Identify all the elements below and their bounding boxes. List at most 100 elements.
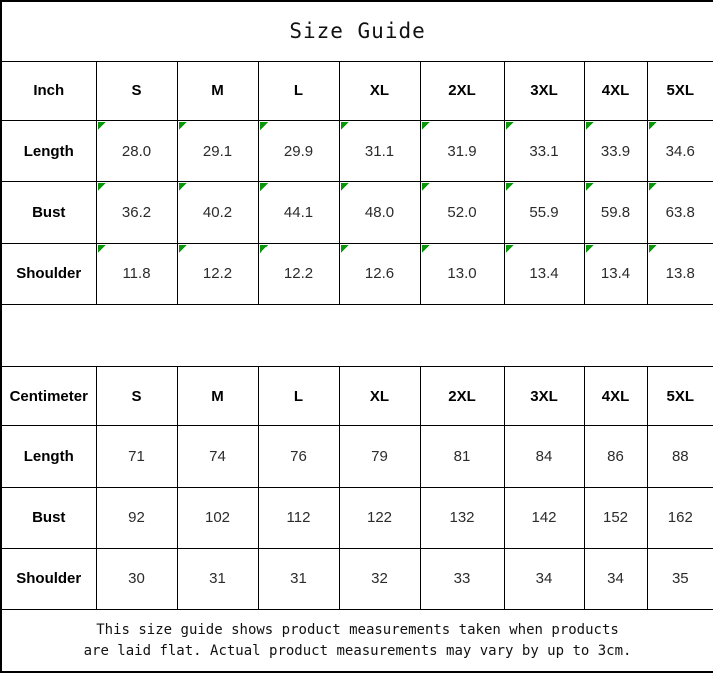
size-value: 48.0 <box>364 203 395 221</box>
cell-error-marker-icon <box>97 122 106 131</box>
size-value-cell: 34 <box>503 547 585 611</box>
size-value: 33.9 <box>600 142 631 160</box>
size-value: 12.6 <box>364 265 395 283</box>
cell-error-marker-icon <box>259 183 268 192</box>
size-value-cell: 31.1 <box>338 120 421 183</box>
cell-error-marker-icon <box>178 183 187 192</box>
size-value-cell: 52.0 <box>419 181 505 244</box>
cell-error-marker-icon <box>585 122 594 131</box>
size-value: 76 <box>290 447 307 465</box>
size-value-cell: 162 <box>646 486 713 549</box>
size-header-2xl: 2XL <box>419 60 505 122</box>
size-header-l: L <box>257 60 340 122</box>
size-value-cell: 81 <box>419 425 505 488</box>
size-value-cell: 71 <box>95 425 178 488</box>
size-value-cell: 92 <box>95 486 178 549</box>
size-value-cell: 31 <box>257 547 340 611</box>
size-value-cell: 59.8 <box>583 181 648 244</box>
size-value: 152 <box>602 509 629 527</box>
size-value: 102 <box>204 509 231 527</box>
size-value: 30 <box>128 570 145 588</box>
size-value: 132 <box>449 509 475 527</box>
size-header-3xl: 3XL <box>503 366 585 427</box>
spacer-row <box>0 303 713 368</box>
size-header-2xl: 2XL <box>419 366 505 427</box>
cm-header-row: Centimeter S M L XL 2XL 3XL 4XL 5XL <box>0 366 713 427</box>
row-label: Length <box>0 425 97 488</box>
size-value-cell: 35 <box>646 547 713 611</box>
size-value-cell: 12.2 <box>257 242 340 305</box>
cell-error-marker-icon <box>340 122 349 131</box>
size-value: 31 <box>209 570 226 588</box>
table-row: Length 28.0 29.1 29.9 31.1 31.9 33.1 33.… <box>0 120 713 183</box>
size-value-cell: 34 <box>583 547 648 611</box>
size-value: 31.1 <box>364 142 395 160</box>
cell-error-marker-icon <box>505 122 514 131</box>
size-value-cell: 48.0 <box>338 181 421 244</box>
size-value: 44.1 <box>283 203 314 221</box>
size-header-xl: XL <box>338 366 421 427</box>
cell-error-marker-icon <box>648 183 657 192</box>
cell-error-marker-icon <box>421 244 430 253</box>
size-value: 40.2 <box>202 203 233 221</box>
size-value: 31.9 <box>447 142 477 160</box>
cell-error-marker-icon <box>97 244 106 253</box>
size-header-4xl: 4XL <box>583 60 648 122</box>
size-value: 88 <box>671 447 689 465</box>
size-value-cell: 76 <box>257 425 340 488</box>
unit-header-inch: Inch <box>0 60 97 122</box>
size-value-cell: 33.1 <box>503 120 585 183</box>
size-value-cell: 40.2 <box>176 181 259 244</box>
size-header-3xl: 3XL <box>503 60 585 122</box>
size-value-cell: 88 <box>646 425 713 488</box>
size-value-cell: 11.8 <box>95 242 178 305</box>
size-value: 13.8 <box>665 265 695 283</box>
inch-header-row: Inch S M L XL 2XL 3XL 4XL 5XL <box>0 60 713 122</box>
size-value-cell: 31 <box>176 547 259 611</box>
title-row: Size Guide <box>0 0 713 62</box>
size-value: 79 <box>371 447 388 465</box>
size-value-cell: 33 <box>419 547 505 611</box>
size-value-cell: 36.2 <box>95 181 178 244</box>
size-value: 33 <box>453 570 471 588</box>
size-header-m: M <box>176 60 259 122</box>
cell-error-marker-icon <box>178 244 187 253</box>
size-header-5xl: 5XL <box>646 366 713 427</box>
size-value-cell: 152 <box>583 486 648 549</box>
table-row: Bust 92 102 112 122 132 142 152 162 <box>0 486 713 549</box>
size-value-cell: 55.9 <box>503 181 585 244</box>
size-header-4xl: 4XL <box>583 366 648 427</box>
table-row: Length 71 74 76 79 81 84 86 88 <box>0 425 713 488</box>
size-value: 34 <box>535 570 553 588</box>
row-label: Bust <box>0 181 97 244</box>
size-value: 13.4 <box>600 265 631 283</box>
spacer-cell <box>0 303 713 368</box>
cell-error-marker-icon <box>421 183 430 192</box>
size-header-xl: XL <box>338 60 421 122</box>
size-value: 12.2 <box>202 265 233 283</box>
size-value: 59.8 <box>600 203 631 221</box>
size-value: 12.2 <box>283 265 314 283</box>
size-value: 33.1 <box>529 142 559 160</box>
size-value-cell: 84 <box>503 425 585 488</box>
size-value: 55.9 <box>529 203 559 221</box>
size-value-cell: 13.4 <box>503 242 585 305</box>
size-value-cell: 13.4 <box>583 242 648 305</box>
cell-error-marker-icon <box>97 183 106 192</box>
cell-error-marker-icon <box>259 244 268 253</box>
size-value: 63.8 <box>665 203 695 221</box>
size-value-cell: 30 <box>95 547 178 611</box>
size-value-cell: 86 <box>583 425 648 488</box>
size-value-cell: 112 <box>257 486 340 549</box>
cell-error-marker-icon <box>340 183 349 192</box>
footer-line-1: This size guide shows product measuremen… <box>96 621 619 638</box>
cell-error-marker-icon <box>505 244 514 253</box>
size-value-cell: 63.8 <box>646 181 713 244</box>
footer-note: This size guide shows product measuremen… <box>0 609 713 673</box>
size-value: 86 <box>607 447 624 465</box>
footer-line-2: are laid flat. Actual product measuremen… <box>83 642 632 659</box>
cell-error-marker-icon <box>505 183 514 192</box>
size-header-5xl: 5XL <box>646 60 713 122</box>
table-row: Shoulder 30 31 31 32 33 34 34 35 <box>0 547 713 611</box>
size-value: 142 <box>531 509 557 527</box>
